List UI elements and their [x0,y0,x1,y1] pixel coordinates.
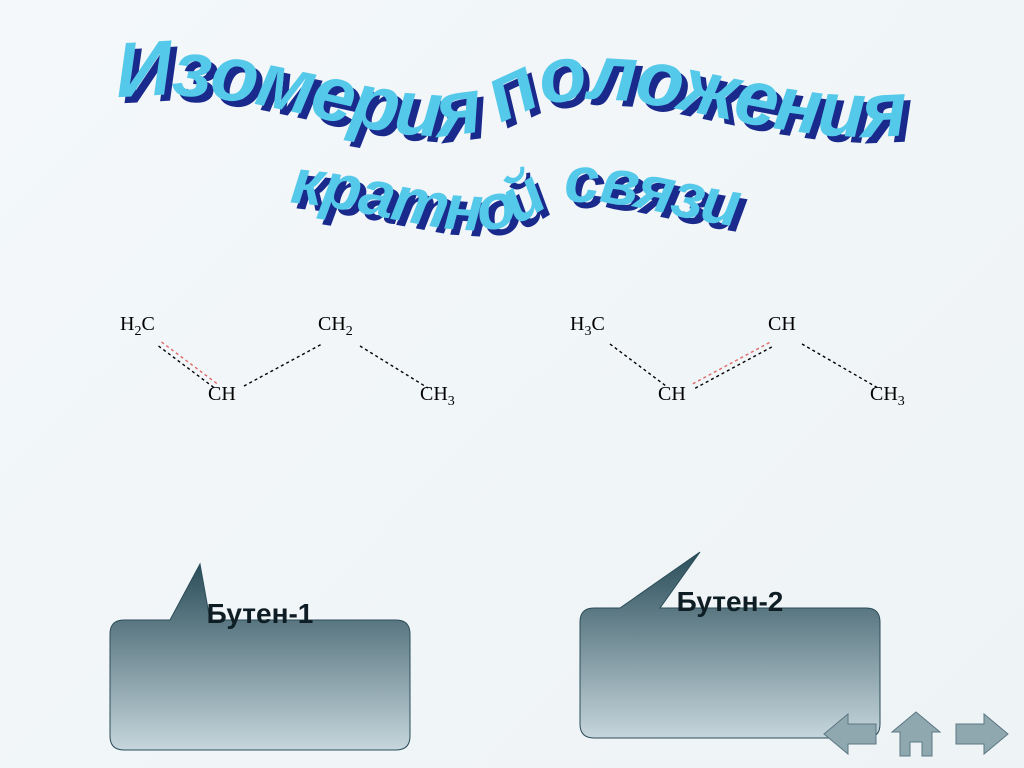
molecule-but1ene: H2C CH CH2 CH3 [90,300,490,445]
callout-but1ene: Бутен-1 [110,550,410,680]
molecule-but2ene: H3C CH CH CH3 [540,300,940,445]
callout-area: Бутен-1 Бутен-2 [0,460,1024,720]
callout-but2ene-label: Бутен-2 [580,586,880,618]
callout-but2ene: Бутен-2 [580,538,880,668]
wordart-svg: Изомерия положения Изомерия положения кр… [32,28,992,268]
nav-buttons [822,710,1010,758]
svg-text:CH3: CH3 [870,383,905,409]
callout-but1ene-label: Бутен-1 [110,598,410,630]
svg-text:CH: CH [658,383,686,405]
svg-text:CH: CH [768,313,796,335]
svg-text:CH2: CH2 [318,313,353,339]
svg-text:H2C: H2C [120,313,155,339]
slide-title-wordart: Изомерия положения Изомерия положения кр… [32,28,992,268]
home-button[interactable] [888,710,944,758]
next-button[interactable] [954,710,1010,758]
svg-text:H3C: H3C [570,313,605,339]
prev-button[interactable] [822,710,878,758]
title-line1: Изомерия положения [113,28,908,155]
svg-text:CH3: CH3 [420,383,455,409]
svg-text:CH: CH [208,383,236,405]
